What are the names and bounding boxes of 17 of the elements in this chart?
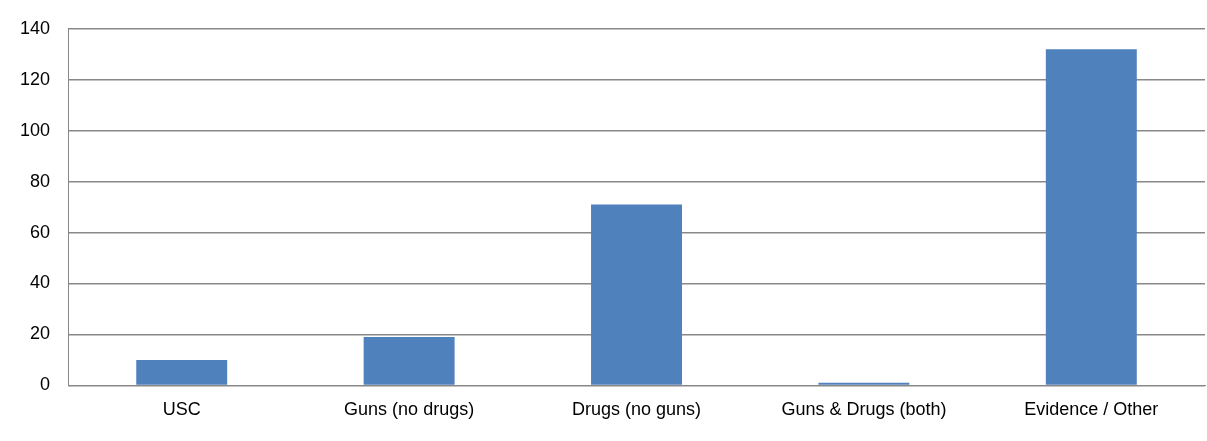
bar xyxy=(363,337,455,385)
x-tick-label: USC xyxy=(162,399,201,420)
x-tick-label: Guns (no drugs) xyxy=(344,399,475,420)
bar xyxy=(591,204,682,385)
bar xyxy=(136,359,228,385)
y-tick-label: 80 xyxy=(30,170,51,191)
y-tick-label: 20 xyxy=(30,323,51,344)
y-tick-label: 60 xyxy=(30,221,51,242)
x-tick-label: Evidence / Other xyxy=(1024,399,1159,420)
y-tick-label: 40 xyxy=(30,272,51,293)
y-tick-label: 120 xyxy=(19,68,51,89)
y-tick-label: 0 xyxy=(40,374,51,395)
y-tick-label: 140 xyxy=(19,17,51,38)
x-tick-label: Guns & Drugs (both) xyxy=(781,399,947,420)
y-tick-label: 100 xyxy=(19,119,51,140)
bar xyxy=(1045,49,1137,385)
x-tick-label: Drugs (no guns) xyxy=(571,399,702,420)
